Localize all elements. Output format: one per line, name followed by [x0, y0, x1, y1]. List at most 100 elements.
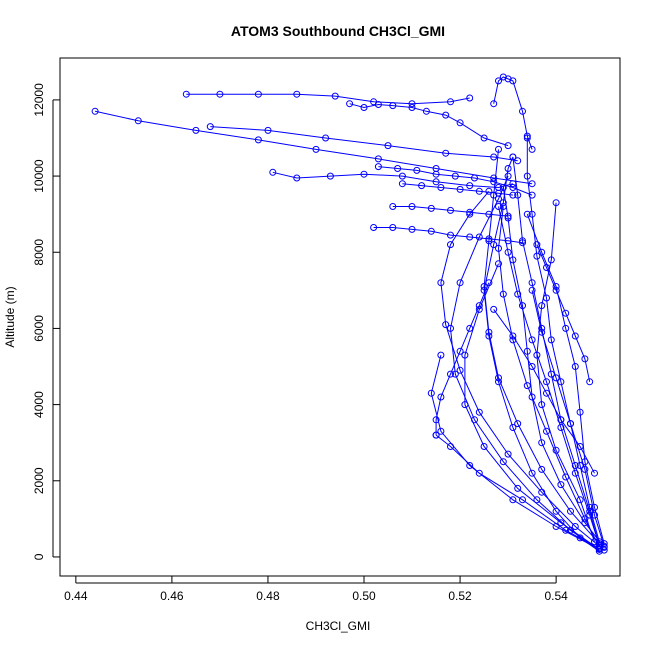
data-point	[514, 290, 522, 298]
series-upper-flight-4	[269, 168, 517, 191]
data-point	[543, 427, 550, 435]
data-point	[485, 235, 493, 243]
series-line	[536, 244, 591, 382]
data-point	[528, 145, 536, 153]
y-tick-label: 8000	[32, 239, 46, 266]
series-line	[272, 171, 514, 189]
y-tick-label: 6000	[32, 315, 46, 342]
data-point	[514, 191, 522, 199]
y-tick-label: 12000	[32, 83, 46, 117]
series-line	[512, 156, 600, 546]
data-point	[475, 233, 483, 241]
data-point	[322, 134, 330, 142]
data-point	[523, 347, 531, 355]
data-point	[384, 142, 392, 150]
data-point	[264, 126, 272, 134]
data-point	[490, 178, 498, 186]
data-point	[533, 241, 541, 249]
data-point	[427, 227, 435, 235]
data-point	[504, 248, 512, 256]
data-point	[447, 370, 454, 378]
data-point	[437, 393, 445, 401]
data-point	[571, 523, 579, 530]
data-point	[543, 378, 550, 386]
data-point	[528, 191, 536, 199]
data-point	[571, 462, 579, 469]
data-point	[490, 100, 498, 108]
x-tick-label: 0.50	[352, 589, 376, 603]
data-point	[543, 294, 550, 302]
series-line	[502, 187, 605, 548]
data-point	[576, 408, 584, 416]
data-point	[562, 324, 570, 332]
data-point	[192, 126, 200, 134]
data-point	[480, 134, 488, 142]
data-point	[591, 469, 598, 477]
series-line	[449, 175, 600, 550]
data-point	[485, 237, 493, 245]
data-point	[552, 199, 560, 207]
data-point	[576, 496, 584, 504]
data-point	[360, 170, 368, 178]
data-point	[538, 439, 546, 447]
data-point	[490, 153, 498, 161]
data-point	[533, 496, 541, 504]
data-point	[254, 136, 262, 144]
series-upper-flight-3	[206, 123, 522, 165]
series-profile-5	[437, 187, 608, 554]
series-upper-flight-8	[389, 203, 512, 220]
x-tick-label: 0.52	[448, 589, 472, 603]
series-mid-scatter-1	[490, 305, 598, 477]
data-point	[490, 174, 498, 182]
data-point	[408, 225, 416, 233]
data-point	[504, 450, 512, 458]
data-point	[466, 182, 474, 190]
data-point	[523, 172, 531, 180]
series-line	[378, 166, 533, 196]
series-line	[493, 309, 595, 474]
series-profile-14	[480, 145, 603, 548]
y-tick-label: 0	[32, 553, 46, 560]
data-point	[447, 206, 454, 214]
series-line	[186, 93, 470, 105]
data-point	[519, 237, 526, 245]
data-point	[519, 496, 526, 504]
data-point	[504, 172, 512, 180]
data-point	[504, 165, 512, 172]
series-line	[497, 206, 600, 548]
series-layer	[91, 73, 608, 555]
data-point	[432, 416, 440, 424]
data-point	[538, 302, 546, 310]
series-line	[210, 126, 518, 162]
series-line	[483, 156, 600, 552]
data-point	[543, 264, 550, 271]
data-point	[567, 420, 574, 428]
data-point	[552, 286, 560, 294]
data-point	[360, 104, 368, 111]
data-point	[519, 239, 526, 247]
plot-frame	[59, 57, 621, 577]
data-point	[475, 302, 483, 310]
data-point	[331, 92, 339, 100]
data-point	[499, 73, 507, 81]
data-point	[523, 210, 531, 218]
series-line	[373, 227, 523, 244]
data-point	[447, 98, 454, 106]
series-profile-12	[427, 351, 603, 553]
chart-title: ATOM3 Southbound CH3Cl_GMI	[231, 23, 445, 39]
x-axis-label: CH3Cl_GMI	[306, 619, 371, 633]
data-point	[485, 210, 493, 218]
data-point	[504, 212, 512, 220]
data-point	[509, 424, 517, 431]
data-point	[447, 231, 454, 239]
data-point	[326, 172, 334, 180]
data-point	[528, 336, 536, 344]
data-point	[495, 77, 502, 85]
data-point	[504, 214, 512, 222]
data-point	[586, 503, 594, 511]
data-point	[91, 107, 99, 115]
data-point	[374, 163, 382, 171]
data-point	[422, 107, 430, 115]
data-point	[538, 465, 546, 473]
